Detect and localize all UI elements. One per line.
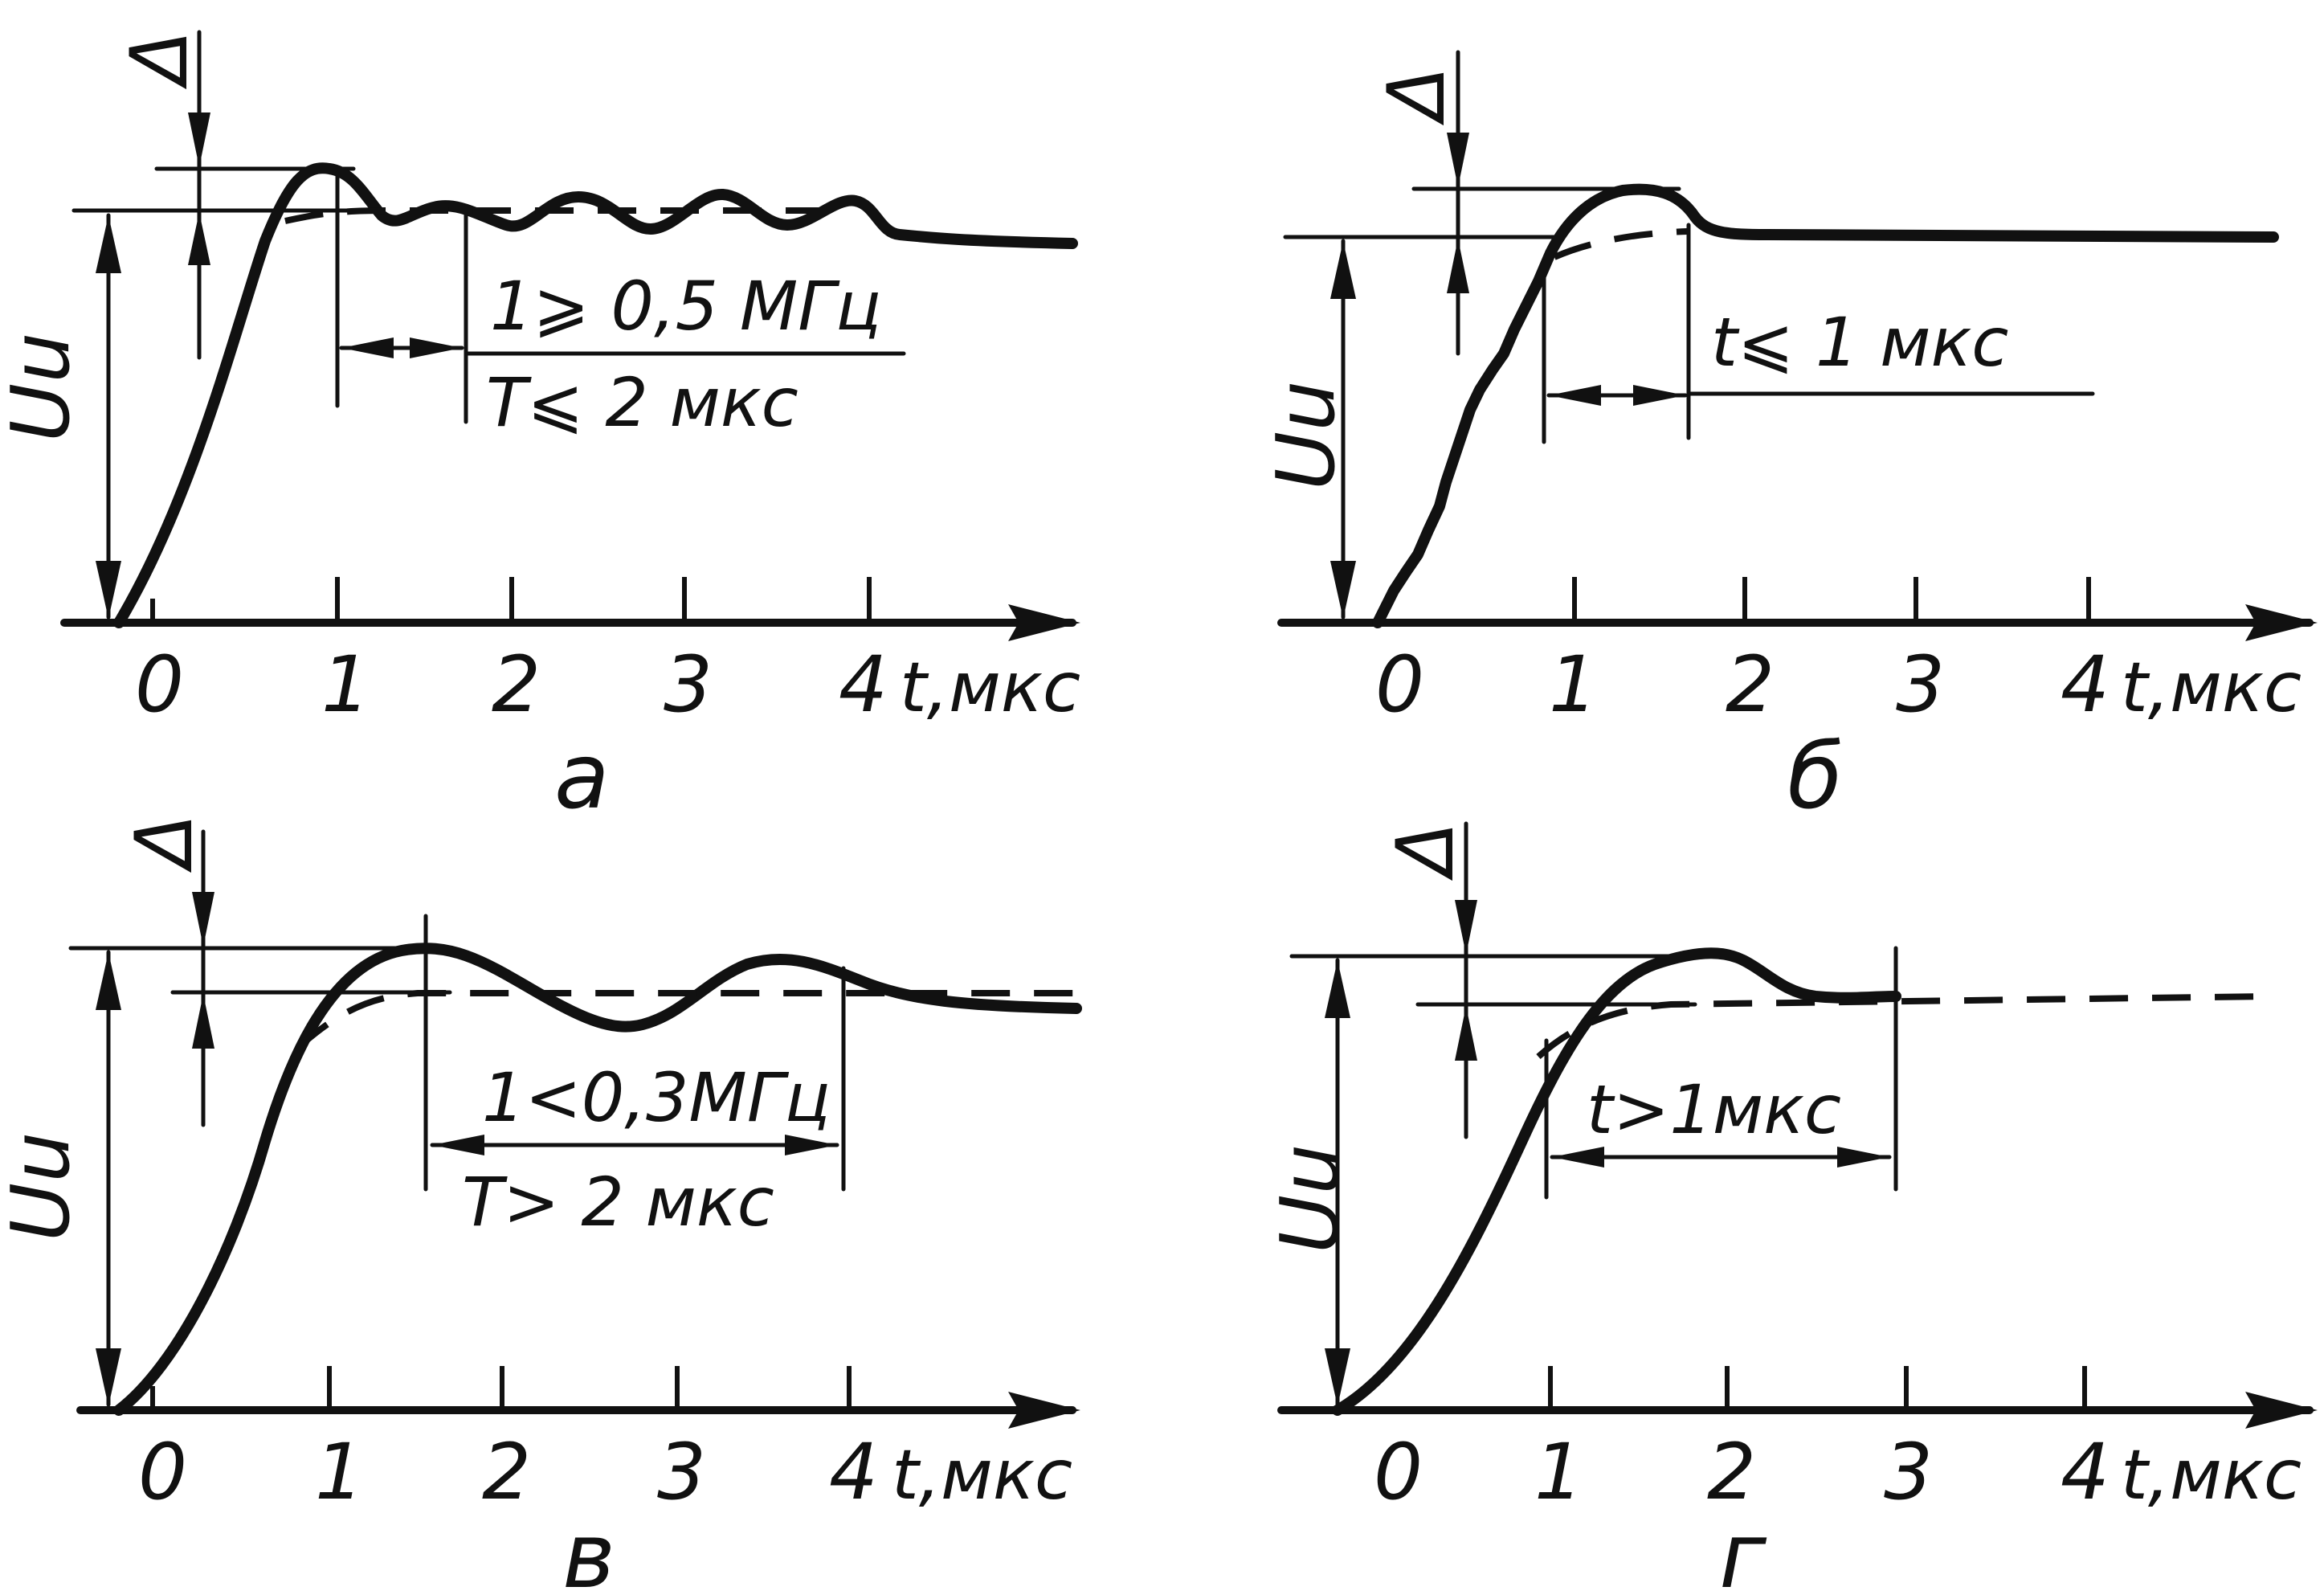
delta-arrow-up xyxy=(188,212,210,265)
x-tick-label-3: 3 xyxy=(664,640,713,730)
x-tick-label-1: 1 xyxy=(315,1427,364,1517)
x-tick-label-0: 0 xyxy=(1375,640,1424,730)
x-ticks xyxy=(1572,577,2091,623)
x-axis-arrowhead xyxy=(1008,1392,1080,1429)
x-axis-arrowhead xyxy=(2245,1392,2318,1429)
delta-arrow-up xyxy=(1447,239,1469,293)
x-ticks xyxy=(1548,1366,2087,1410)
delta-label: Δ xyxy=(1380,822,1472,881)
x-tick-label-4: 4 xyxy=(829,1427,878,1517)
x-tick-label-0: 0 xyxy=(135,640,184,730)
steady-state-dashed-line xyxy=(1553,228,1688,260)
delta-arrow-up xyxy=(192,994,214,1049)
y-axis-label: Uu xyxy=(1259,380,1353,490)
delta-arrow-up xyxy=(1455,1006,1477,1061)
x-axis-arrowhead xyxy=(2245,604,2318,641)
delta-arrow-down xyxy=(1455,900,1477,955)
annotation-period: T> 2 мкс xyxy=(462,1163,774,1241)
x-tick-label-4: 4 xyxy=(2061,1427,2110,1517)
steady-state-dashed-line xyxy=(1536,993,2266,1059)
x-tick-label-0: 0 xyxy=(1374,1427,1423,1517)
x-tick-label-2: 2 xyxy=(1726,640,1775,730)
panel-caption: а xyxy=(554,725,610,829)
delta-arrow-down xyxy=(192,892,214,947)
steady-state-dashed-line xyxy=(284,207,819,224)
x-tick-label-3: 3 xyxy=(1884,1427,1933,1517)
annotation-period: T⩽ 2 мкс xyxy=(486,363,798,442)
panel-caption: в xyxy=(562,1504,615,1595)
response-curve xyxy=(1372,183,2279,628)
x-tick-label-2: 2 xyxy=(492,640,541,730)
x-tick-label-3: 3 xyxy=(657,1427,706,1517)
steady-state-dashed-line xyxy=(295,990,1076,1051)
amplitude-arrow-down xyxy=(96,561,121,619)
period-arrow-left xyxy=(341,337,394,358)
response-curve xyxy=(1332,947,1901,1416)
y-axis-label: Uu xyxy=(0,332,88,442)
annotation-duration: t>1мкс xyxy=(1587,1070,1841,1149)
x-axis-unit: t,мкс xyxy=(900,648,1080,728)
delta-label: Δ xyxy=(119,814,210,873)
annotation-frequency: 1⩾ 0,5 МГц xyxy=(490,267,881,346)
amplitude-arrow-up xyxy=(1330,241,1356,299)
x-axis-arrowhead xyxy=(1008,604,1080,641)
period-arrow-left xyxy=(432,1135,484,1155)
duration-arrow-left xyxy=(1552,1147,1604,1168)
amplitude-arrow-down xyxy=(96,1348,121,1406)
x-tick-label-1: 1 xyxy=(321,640,370,730)
amplitude-arrow-down xyxy=(1330,561,1356,619)
amplitude-arrow-down xyxy=(1325,1348,1350,1406)
x-tick-label-4: 4 xyxy=(2061,640,2110,730)
period-arrow-right xyxy=(410,337,462,358)
x-ticks xyxy=(150,577,872,623)
x-axis-unit: t,мкс xyxy=(892,1435,1072,1515)
x-tick-label-2: 2 xyxy=(482,1427,531,1517)
x-axis-unit: t,мкс xyxy=(2121,648,2302,728)
panel-a: 0 1 2 3 4 t,мкс а Uu Δ 1⩾ 0,5 МГц T⩽ 2 м… xyxy=(0,30,1080,829)
x-tick-label-4: 4 xyxy=(839,640,888,730)
y-axis-label: Uu xyxy=(1263,1143,1357,1254)
period-arrow-right xyxy=(785,1135,837,1155)
x-ticks xyxy=(150,1366,852,1410)
panel-v: 0 1 2 3 4 t,мкс в Uu Δ 1<0,3МГц T> 2 мкс xyxy=(0,814,1082,1595)
x-tick-label-2: 2 xyxy=(1707,1427,1756,1517)
delta-arrow-down xyxy=(188,112,210,167)
duration-arrow-right xyxy=(1837,1147,1889,1168)
amplitude-arrow-up xyxy=(1325,960,1350,1018)
x-tick-label-1: 1 xyxy=(1549,640,1598,730)
panel-caption: г xyxy=(1719,1504,1767,1595)
delta-arrow-down xyxy=(1447,133,1469,187)
amplitude-arrow-up xyxy=(96,215,121,273)
response-curve xyxy=(113,162,1078,628)
duration-arrow-right xyxy=(1633,385,1685,406)
panel-b: 0 1 2 3 4 t,мкс б Uu Δ t⩽ 1 мкс xyxy=(1259,50,2318,829)
annotation-frequency: 1<0,3МГц xyxy=(482,1058,831,1137)
x-tick-label-0: 0 xyxy=(138,1427,187,1517)
y-axis-label: Uu xyxy=(0,1131,88,1241)
panel-g: 0 1 2 3 4 t,мкс г Uu Δ t>1мкс xyxy=(1263,821,2318,1595)
amplitude-arrow-up xyxy=(96,952,121,1010)
delta-label: Δ xyxy=(114,31,206,90)
annotation-duration: t⩽ 1 мкс xyxy=(1711,303,2008,382)
x-tick-label-1: 1 xyxy=(1534,1427,1583,1517)
duration-arrow-left xyxy=(1549,385,1601,406)
x-tick-label-3: 3 xyxy=(1896,640,1945,730)
panel-caption: б xyxy=(1787,725,1843,829)
x-axis-unit: t,мкс xyxy=(2121,1435,2302,1515)
delta-label: Δ xyxy=(1371,67,1463,126)
response-curve xyxy=(113,943,1082,1416)
